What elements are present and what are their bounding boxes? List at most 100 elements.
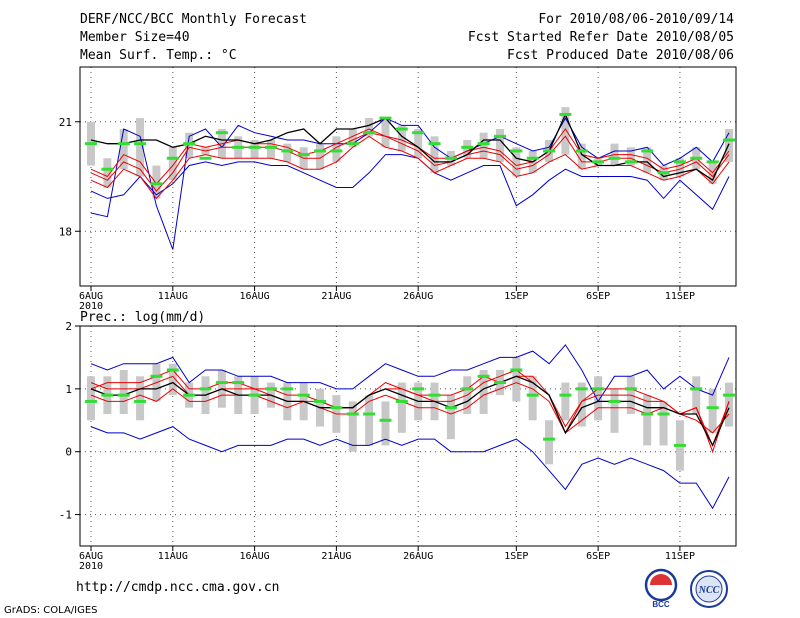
precip-median-31	[592, 387, 605, 391]
precip-median-10	[248, 393, 261, 397]
precip-median-32	[608, 399, 621, 403]
temp-median-29	[559, 112, 572, 116]
precip-median-5	[166, 368, 179, 372]
precip-median-12	[281, 387, 294, 391]
temp-median-20	[412, 131, 425, 135]
temp-box-2	[119, 129, 128, 170]
temp-ytick-label-1: 21	[59, 116, 72, 129]
temp-median-6	[183, 142, 196, 146]
precip-ytick-label-3: 2	[65, 320, 72, 333]
temp-series-min	[90, 154, 730, 211]
precip-box-31	[594, 376, 603, 421]
bcc-logo-text: BCC	[652, 600, 670, 609]
precip-median-23	[461, 387, 474, 391]
ncc-logo-text: NCC	[698, 585, 720, 596]
precip-box-19	[397, 382, 406, 433]
precip-box-24	[479, 370, 488, 414]
precip-median-19	[395, 399, 408, 403]
precip-median-24	[477, 374, 490, 378]
footer-url[interactable]: http://cmdp.ncc.cma.gov.cn	[76, 580, 280, 595]
precip-median-28	[543, 437, 556, 441]
fcst-produced-date: Fcst Produced Date 2010/08/06	[507, 48, 734, 63]
temp-median-1	[101, 167, 114, 171]
precip-median-8	[215, 381, 228, 385]
title-line-1: DERF/NCC/BCC Monthly Forecast	[80, 12, 307, 27]
temp-median-9	[232, 145, 245, 149]
precip-box-17	[365, 395, 374, 446]
temp-box-1	[103, 158, 112, 188]
temp-median-24	[477, 142, 490, 146]
temp-box-5	[168, 147, 177, 181]
temp-box-3	[136, 118, 145, 177]
precip-median-27	[526, 393, 539, 397]
precip-series-min	[90, 426, 730, 510]
temp-box-24	[479, 132, 488, 159]
temp-median-30	[575, 149, 588, 153]
temp-median-23	[461, 145, 474, 149]
precip-plot-frame	[79, 325, 737, 547]
precip-xtick-label-7: 11SEP	[665, 551, 695, 562]
precip-box-39	[725, 382, 733, 427]
temp-median-31	[592, 160, 605, 164]
precip-xtick-label-6: 6SEP	[586, 551, 610, 562]
temp-box-30	[577, 143, 586, 170]
temp-median-22	[444, 156, 457, 160]
precip-median-33	[624, 387, 637, 391]
precip-median-36	[673, 443, 686, 447]
precip-box-3	[136, 376, 145, 421]
precip-box-35	[659, 401, 668, 446]
temp-box-33	[626, 147, 635, 166]
precip-chart-title: Prec.: log(mm/d)	[80, 310, 206, 325]
temp-median-21	[428, 142, 441, 146]
temp-box-11	[266, 140, 275, 159]
temp-box-17	[365, 118, 374, 137]
temp-xtick-label-6: 6SEP	[586, 291, 610, 302]
temp-median-13	[297, 153, 310, 157]
ncc-logo-globe	[695, 575, 723, 603]
temp-median-17	[363, 131, 376, 135]
grads-credit: GrADS: COLA/IGES	[4, 605, 98, 616]
temp-median-12	[281, 149, 294, 153]
temp-median-15	[330, 149, 343, 153]
precip-median-0	[85, 399, 97, 403]
temp-series-max	[90, 117, 730, 250]
precip-median-6	[183, 393, 196, 397]
temp-median-26	[510, 149, 523, 153]
precip-xtick-label-0-year: 2010	[79, 561, 103, 572]
precip-median-20	[412, 387, 425, 391]
precip-median-18	[379, 418, 392, 422]
precip-median-14	[314, 399, 327, 403]
temp-series-p25	[90, 135, 730, 200]
temp-median-25	[493, 134, 506, 138]
precip-xtick-label-5: 1SEP	[504, 551, 528, 562]
temp-xtick-label-0-year: 2010	[79, 301, 103, 312]
fcst-started-date: Fcst Started Refer Date 2010/08/05	[467, 30, 734, 45]
temp-series-p75	[90, 128, 730, 185]
temp-median-35	[657, 171, 670, 175]
precip-median-37	[690, 387, 703, 391]
title-line-2: Member Size=40	[80, 30, 190, 45]
temp-box-16	[348, 129, 357, 148]
temp-median-4	[150, 182, 163, 186]
precip-box-26	[512, 357, 521, 402]
precip-median-22	[444, 406, 457, 410]
temp-box-20	[414, 129, 423, 159]
precip-median-21	[428, 393, 441, 397]
temp-box-21	[430, 136, 439, 173]
temp-median-19	[395, 127, 408, 131]
temp-median-16	[346, 142, 359, 146]
precip-median-15	[330, 406, 343, 410]
temp-xtick-label-1: 11AUG	[158, 291, 188, 302]
temp-median-3	[134, 142, 147, 146]
precip-xtick-label-0: 6AUG	[79, 551, 103, 562]
temp-median-39	[723, 138, 735, 142]
temp-box-19	[397, 125, 406, 151]
precip-median-11	[264, 387, 277, 391]
bcc-logo: BCC	[644, 568, 678, 609]
temp-series-mean	[90, 112, 730, 182]
temp-plot-frame	[79, 66, 737, 287]
precip-xtick-label-4: 26AUG	[403, 551, 433, 562]
temp-box-36	[675, 158, 684, 177]
temp-median-8	[215, 131, 228, 135]
